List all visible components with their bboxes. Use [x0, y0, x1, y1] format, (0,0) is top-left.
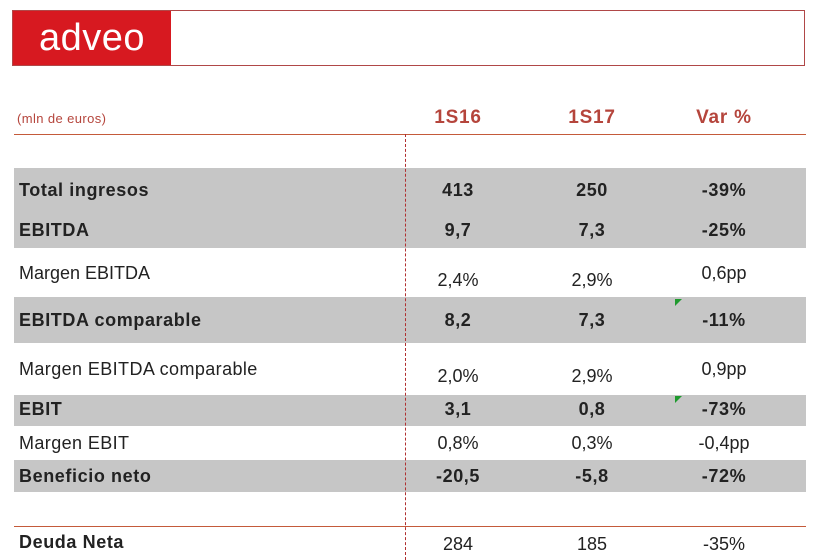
row-label: EBIT [19, 399, 63, 419]
row-label: EBITDA comparable [19, 310, 202, 330]
cell-var: -73% [701, 399, 747, 419]
report-header: adveo [12, 10, 805, 66]
cell-1s17: -5,8 [575, 466, 609, 486]
row-label: Deuda Neta [19, 532, 125, 552]
cell-1s17: 2,9% [571, 270, 613, 290]
cell-1s17: 7,3 [578, 310, 606, 330]
cell-1s16: 284 [442, 534, 474, 554]
cell-var: -35% [702, 534, 746, 554]
cell-1s17: 0,3% [571, 433, 613, 453]
cell-1s16: -20,5 [435, 466, 481, 486]
cell-var: -25% [701, 220, 747, 240]
cell-1s17: 185 [576, 534, 608, 554]
row-band-ebitda-comparable [14, 297, 806, 343]
deuda-divider [14, 526, 806, 527]
cell-var: -39% [701, 180, 747, 200]
row-band-ingresos-ebitda [14, 168, 806, 248]
units-label: (mln de euros) [17, 111, 107, 126]
cell-1s16: 413 [442, 180, 474, 200]
cell-1s16: 8,2 [444, 310, 472, 330]
cell-1s17: 250 [576, 180, 608, 200]
cell-1s17: 2,9% [571, 366, 613, 386]
cell-var: 0,9pp [701, 359, 747, 379]
column-header-1s17: 1S17 [568, 107, 616, 128]
row-label: Margen EBIT [19, 433, 130, 453]
column-header-var: Var % [696, 107, 752, 128]
column-separator [405, 134, 406, 560]
row-label: Beneficio neto [19, 466, 152, 486]
cell-var: -0,4pp [698, 433, 750, 453]
comment-marker-icon [675, 396, 682, 403]
row-label: Total ingresos [19, 180, 150, 200]
cell-var: -72% [701, 466, 747, 486]
cell-1s16: 2,4% [437, 270, 479, 290]
row-label: Margen EBITDA comparable [19, 359, 258, 379]
cell-var: 0,6pp [701, 263, 747, 283]
row-label: EBITDA [19, 220, 90, 240]
cell-1s17: 7,3 [578, 220, 606, 240]
cell-1s16: 2,0% [437, 366, 479, 386]
row-band-beneficio [14, 460, 806, 492]
comment-marker-icon [675, 299, 682, 306]
row-label: Margen EBITDA [19, 263, 151, 283]
cell-1s16: 9,7 [444, 220, 472, 240]
cell-1s17: 0,8 [578, 399, 606, 419]
adveo-logo: adveo [13, 11, 171, 65]
row-band-ebit [14, 395, 806, 426]
header-divider [14, 134, 806, 135]
cell-var: -11% [702, 310, 746, 330]
cell-1s16: 3,1 [444, 399, 472, 419]
cell-1s16: 0,8% [437, 433, 479, 453]
column-header-1s16: 1S16 [434, 107, 482, 128]
